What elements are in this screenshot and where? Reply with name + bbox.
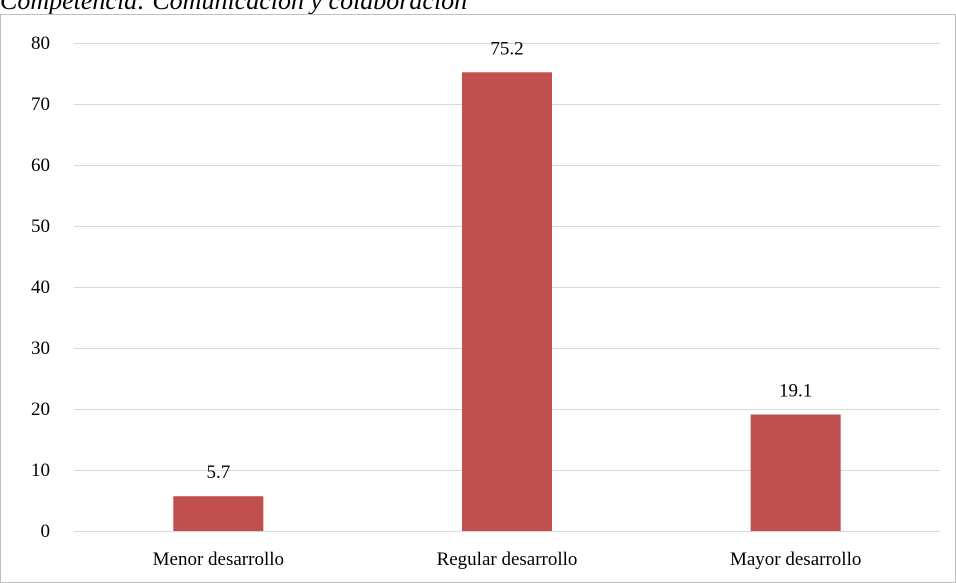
y-tick-label-0: 0 — [41, 521, 51, 542]
y-tick-label-40: 40 — [31, 277, 50, 298]
bars — [173, 72, 841, 531]
y-tick-label-70: 70 — [31, 94, 50, 115]
x-category-label-2: Mayor desarrollo — [730, 549, 861, 570]
x-axis-category-labels: Menor desarrollo Regular desarrollo Mayor … — [153, 549, 862, 570]
x-category-label-1: Regular desarrollo — [437, 549, 578, 570]
y-tick-label-50: 50 — [31, 216, 50, 237]
y-tick-label-10: 10 — [31, 460, 50, 481]
bar-1 — [462, 72, 552, 531]
data-label-0: 5.7 — [206, 462, 230, 483]
bar-2 — [750, 414, 841, 531]
bar-0 — [173, 496, 264, 531]
y-axis-tick-labels: 0 10 20 30 40 50 60 70 80 — [31, 33, 50, 542]
data-labels: 5.7 75.2 19.1 — [206, 38, 812, 483]
data-label-1: 75.2 — [490, 38, 523, 59]
y-tick-label-60: 60 — [31, 155, 50, 176]
y-tick-label-30: 30 — [31, 338, 50, 359]
x-category-label-0: Menor desarrollo — [153, 549, 284, 570]
y-tick-label-20: 20 — [31, 399, 50, 420]
y-tick-label-80: 80 — [31, 33, 50, 54]
data-label-2: 19.1 — [779, 380, 812, 401]
chart-title: Competencia: Comunicación y colaboración — [0, 0, 468, 15]
